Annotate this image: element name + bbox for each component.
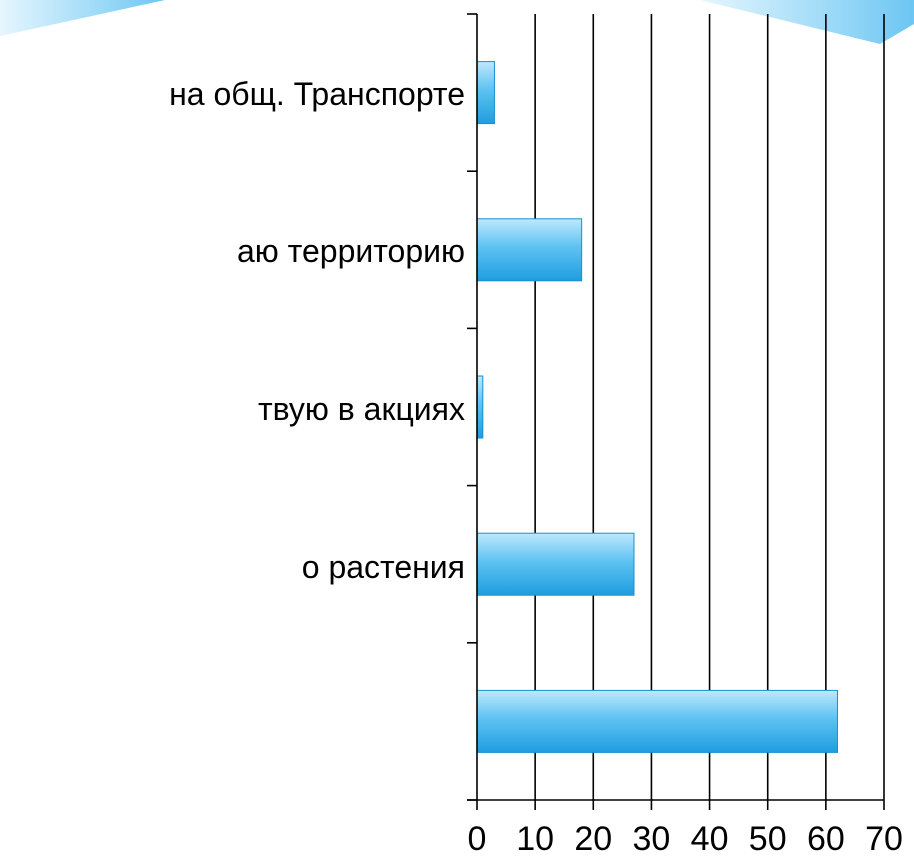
decorative-ribbon-right (700, 0, 914, 44)
x-tick-label: 50 (749, 820, 787, 858)
bars (477, 62, 837, 753)
category-labels: на общ. Транспорте аю территорию твую в ак… (169, 76, 465, 585)
category-label: о растения (302, 549, 465, 585)
category-label: аю территорию (237, 233, 465, 269)
x-tick-label: 40 (691, 820, 729, 858)
bar (477, 533, 634, 595)
decorative-ribbon-left (0, 0, 165, 36)
x-tick-label: 70 (865, 820, 903, 858)
x-tick-label: 30 (633, 820, 671, 858)
bar (477, 219, 582, 281)
x-tick-label: 60 (807, 820, 845, 858)
bar (477, 376, 483, 438)
x-tick-labels: 0 10 20 30 40 50 60 70 (468, 820, 903, 858)
category-label: на общ. Транспорте (169, 76, 465, 112)
bar (477, 62, 494, 124)
x-tick-label: 20 (574, 820, 612, 858)
category-label: твую в акциях (258, 391, 465, 427)
gridlines (535, 14, 884, 800)
x-tick-label: 10 (516, 820, 554, 858)
bar (477, 690, 837, 752)
x-tick-label: 0 (468, 820, 487, 858)
